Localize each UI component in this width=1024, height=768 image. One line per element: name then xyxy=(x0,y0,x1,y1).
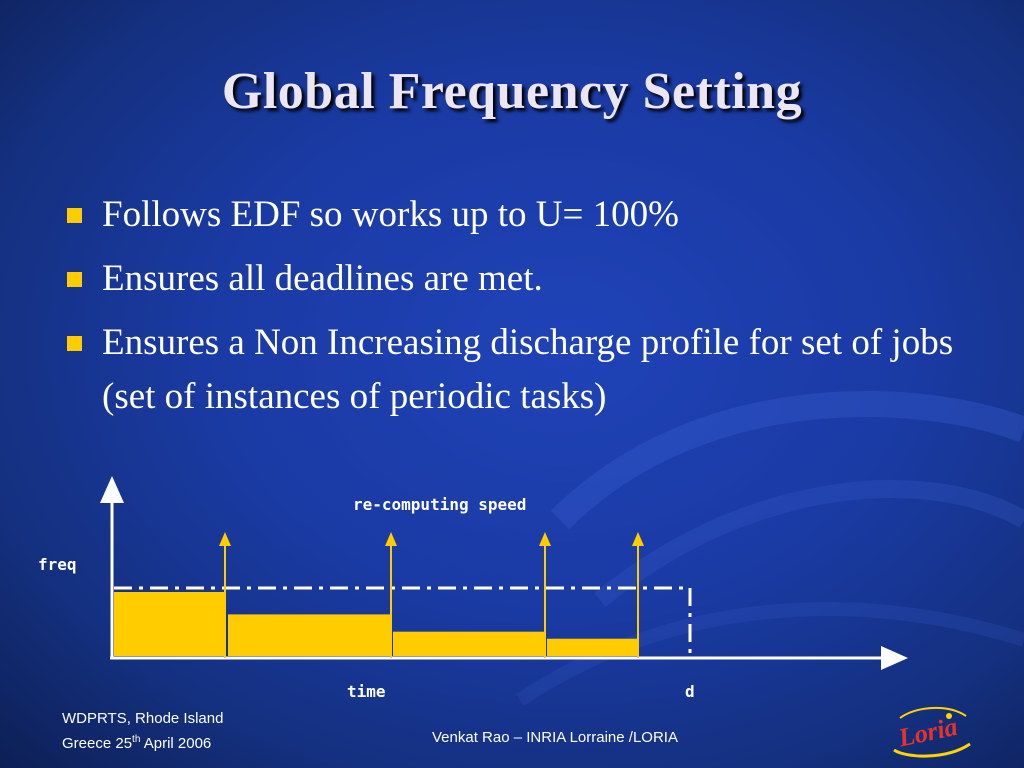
footer-conference-line2: Greece 25th April 2006 xyxy=(62,734,212,752)
y-axis-label: freq xyxy=(38,555,77,574)
bullet-square-icon xyxy=(67,208,82,223)
bullet-item: Ensures all deadlines are met. xyxy=(62,252,962,306)
deadline-label: d xyxy=(685,682,695,701)
deadline-bound-line xyxy=(114,586,692,656)
bullet-list: Follows EDF so works up to U= 100% Ensur… xyxy=(62,188,962,434)
bullet-text: Ensures all deadlines are met. xyxy=(102,258,543,299)
footer-conference-line1: WDPRTS, Rhode Island xyxy=(62,710,224,727)
frequency-bar xyxy=(114,592,225,656)
recompute-label: re-computing speed xyxy=(353,495,526,514)
frequency-bars xyxy=(114,592,638,656)
bullet-square-icon xyxy=(67,272,82,287)
frequency-bar xyxy=(393,631,545,656)
bullet-item: Follows EDF so works up to U= 100% xyxy=(62,188,962,242)
footer-author: Venkat Rao – INRIA Lorraine /LORIA xyxy=(432,729,678,746)
footer-conference: WDPRTS, Rhode Island Greece 25th April 2… xyxy=(62,708,223,754)
loria-logo: Loria xyxy=(893,706,971,758)
frequency-bar xyxy=(228,614,391,656)
bullet-item: Ensures a Non Increasing discharge profi… xyxy=(62,316,962,424)
slide-title: Global Frequency Setting xyxy=(221,63,803,120)
bullet-square-icon xyxy=(67,336,82,351)
frequency-bar xyxy=(547,638,638,656)
bullet-text: Ensures a Non Increasing discharge profi… xyxy=(102,322,954,417)
x-axis-label: time xyxy=(347,682,386,701)
bullet-text: Follows EDF so works up to U= 100% xyxy=(102,194,679,235)
